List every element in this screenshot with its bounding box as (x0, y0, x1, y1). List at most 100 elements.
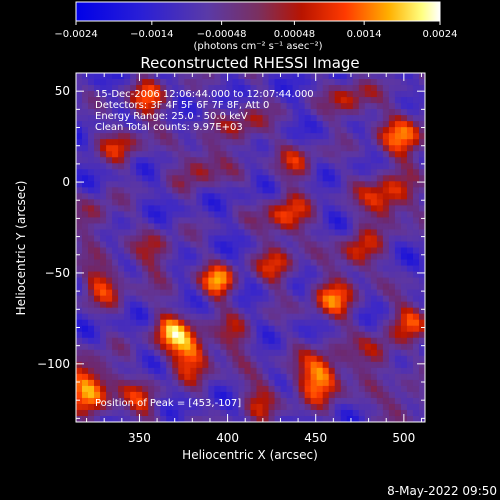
heatmap-cell (154, 379, 161, 387)
heatmap-cell (352, 247, 360, 255)
heatmap-cell (166, 331, 173, 339)
heatmap-cell (340, 403, 348, 411)
heatmap-cell (340, 121, 348, 128)
heatmap-cell (190, 121, 197, 128)
heatmap-cell (406, 175, 414, 182)
heatmap-cell (400, 283, 408, 291)
heatmap-cell (316, 391, 324, 399)
heatmap-cell (250, 139, 258, 146)
heatmap-cell (310, 157, 318, 164)
heatmap-cell (166, 109, 173, 116)
heatmap-cell (118, 385, 125, 393)
heatmap-cell (142, 337, 149, 345)
heatmap-cell (118, 313, 125, 321)
heatmap-cell (250, 325, 258, 333)
heatmap-cell (412, 397, 420, 405)
heatmap-cell (220, 235, 228, 243)
heatmap-cell (304, 97, 312, 104)
heatmap-cell (196, 163, 203, 170)
heatmap-cell (118, 319, 125, 327)
heatmap-cell (196, 121, 203, 128)
heatmap-cell (262, 187, 270, 194)
heatmap-cell (178, 247, 185, 255)
heatmap-cell (322, 397, 330, 405)
colorbar-tick-label: −0.0014 (130, 29, 173, 40)
heatmap-cell (244, 199, 252, 206)
heatmap-cell (412, 355, 420, 363)
heatmap-cell (412, 313, 420, 321)
heatmap-cell (214, 271, 222, 279)
heatmap-cell (346, 271, 354, 279)
heatmap-cell (352, 79, 360, 86)
heatmap-cell (136, 187, 143, 194)
heatmap-cell (370, 265, 378, 273)
heatmap-cell (382, 163, 390, 170)
heatmap-cell (268, 133, 276, 140)
heatmap-cell (208, 355, 215, 363)
heatmap-cell (130, 355, 137, 363)
heatmap-cell (202, 319, 209, 327)
heatmap-cell (286, 163, 294, 170)
heatmap-cell (112, 193, 119, 200)
heatmap-cell (136, 355, 143, 363)
heatmap-cell (184, 295, 191, 303)
heatmap-cell (172, 151, 179, 158)
heatmap-cell (286, 109, 294, 116)
heatmap-cell (340, 301, 348, 309)
heatmap-cell (340, 241, 348, 249)
heatmap-cell (286, 217, 294, 225)
heatmap-cell (418, 205, 425, 212)
heatmap-cell (268, 301, 276, 309)
heatmap-cell (244, 367, 252, 375)
heatmap-cell (364, 175, 372, 182)
heatmap-cell (334, 115, 342, 122)
heatmap-cell (214, 283, 222, 291)
heatmap-cell (358, 313, 366, 321)
heatmap-cell (262, 379, 270, 387)
heatmap-cell (88, 163, 95, 170)
heatmap-cell (292, 97, 300, 104)
heatmap-cell (346, 223, 354, 231)
heatmap-cell (136, 385, 143, 393)
heatmap-cell (262, 331, 270, 339)
heatmap-cell (214, 301, 222, 309)
heatmap-cell (154, 265, 161, 273)
heatmap-cell (106, 151, 113, 158)
heatmap-cell (166, 187, 173, 194)
heatmap-cell (94, 73, 101, 80)
heatmap-cell (394, 193, 402, 200)
heatmap-cell (268, 145, 276, 152)
heatmap-cell (358, 217, 366, 225)
heatmap-cell (304, 157, 312, 164)
heatmap-cell (298, 187, 306, 194)
heatmap-cell (406, 97, 414, 104)
heatmap-cell (352, 127, 360, 134)
heatmap-cell (280, 157, 288, 164)
heatmap-cell (208, 271, 215, 279)
heatmap-cell (166, 325, 173, 333)
heatmap-cell (136, 337, 143, 345)
heatmap-cell (100, 181, 107, 188)
heatmap-cell (340, 205, 348, 212)
heatmap-cell (244, 409, 252, 417)
heatmap-cell (322, 349, 330, 357)
heatmap-cell (142, 307, 149, 315)
heatmap-cell (304, 319, 312, 327)
heatmap-cell (352, 145, 360, 152)
heatmap-cell (208, 175, 215, 182)
heatmap-cell (370, 199, 378, 206)
heatmap-cell (412, 181, 420, 188)
heatmap-cell (376, 259, 384, 267)
heatmap-cell (130, 151, 137, 158)
heatmap-cell (166, 145, 173, 152)
heatmap-cell (100, 211, 107, 219)
heatmap-cell (226, 379, 234, 387)
heatmap-cell (262, 337, 270, 345)
heatmap-cell (328, 241, 336, 249)
heatmap-cell (100, 397, 107, 405)
heatmap-cell (346, 379, 354, 387)
heatmap-cell (88, 97, 95, 104)
heatmap-cell (130, 121, 137, 128)
heatmap-cell (190, 181, 197, 188)
heatmap-cell (106, 163, 113, 170)
